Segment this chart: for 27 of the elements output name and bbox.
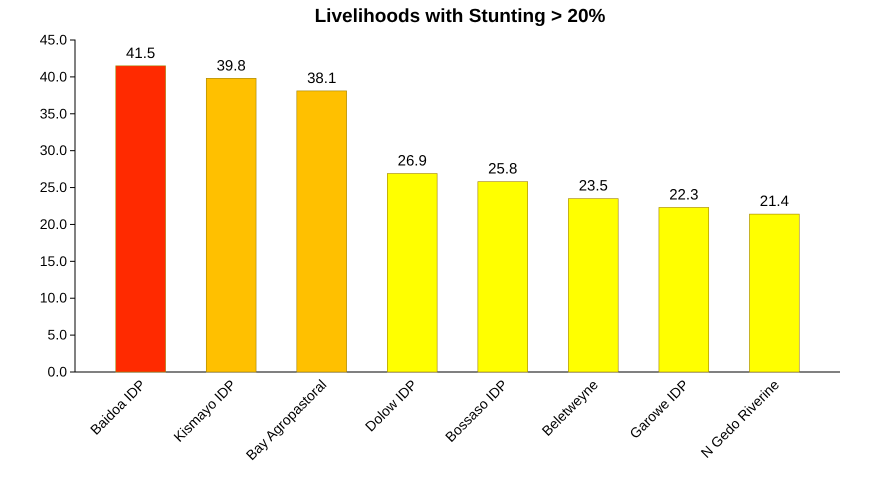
data-label: 21.4: [760, 193, 789, 210]
bar: [568, 198, 618, 372]
y-tick-label: 35.0: [40, 105, 68, 122]
bar: [387, 173, 438, 372]
bar: [749, 214, 800, 372]
data-label: 25.8: [488, 160, 518, 178]
y-tick-label: 15.0: [40, 252, 68, 269]
y-tick-label: 5.0: [48, 326, 68, 343]
bar: [206, 78, 256, 372]
data-label: 26.9: [398, 152, 427, 170]
y-tick-label: 10.0: [40, 290, 68, 306]
data-label: 39.8: [216, 57, 246, 74]
data-label: 41.5: [126, 44, 156, 62]
y-tick-label: 0.0: [48, 363, 68, 380]
data-label: 22.3: [669, 186, 698, 204]
y-tick-label: 40.0: [40, 68, 68, 84]
y-tick-label: 25.0: [40, 179, 68, 196]
bar: [478, 181, 528, 372]
bar: [296, 90, 347, 372]
data-label: 38.1: [307, 70, 336, 87]
y-tick-label: 20.0: [40, 216, 68, 232]
data-label: 23.5: [578, 178, 608, 195]
y-tick-label: 30.0: [40, 142, 68, 158]
bar: [115, 66, 166, 372]
chart-title: Livelihoods with Stunting > 20%: [314, 6, 606, 27]
bar: [658, 207, 710, 372]
y-tick-label: 45.0: [40, 31, 68, 48]
